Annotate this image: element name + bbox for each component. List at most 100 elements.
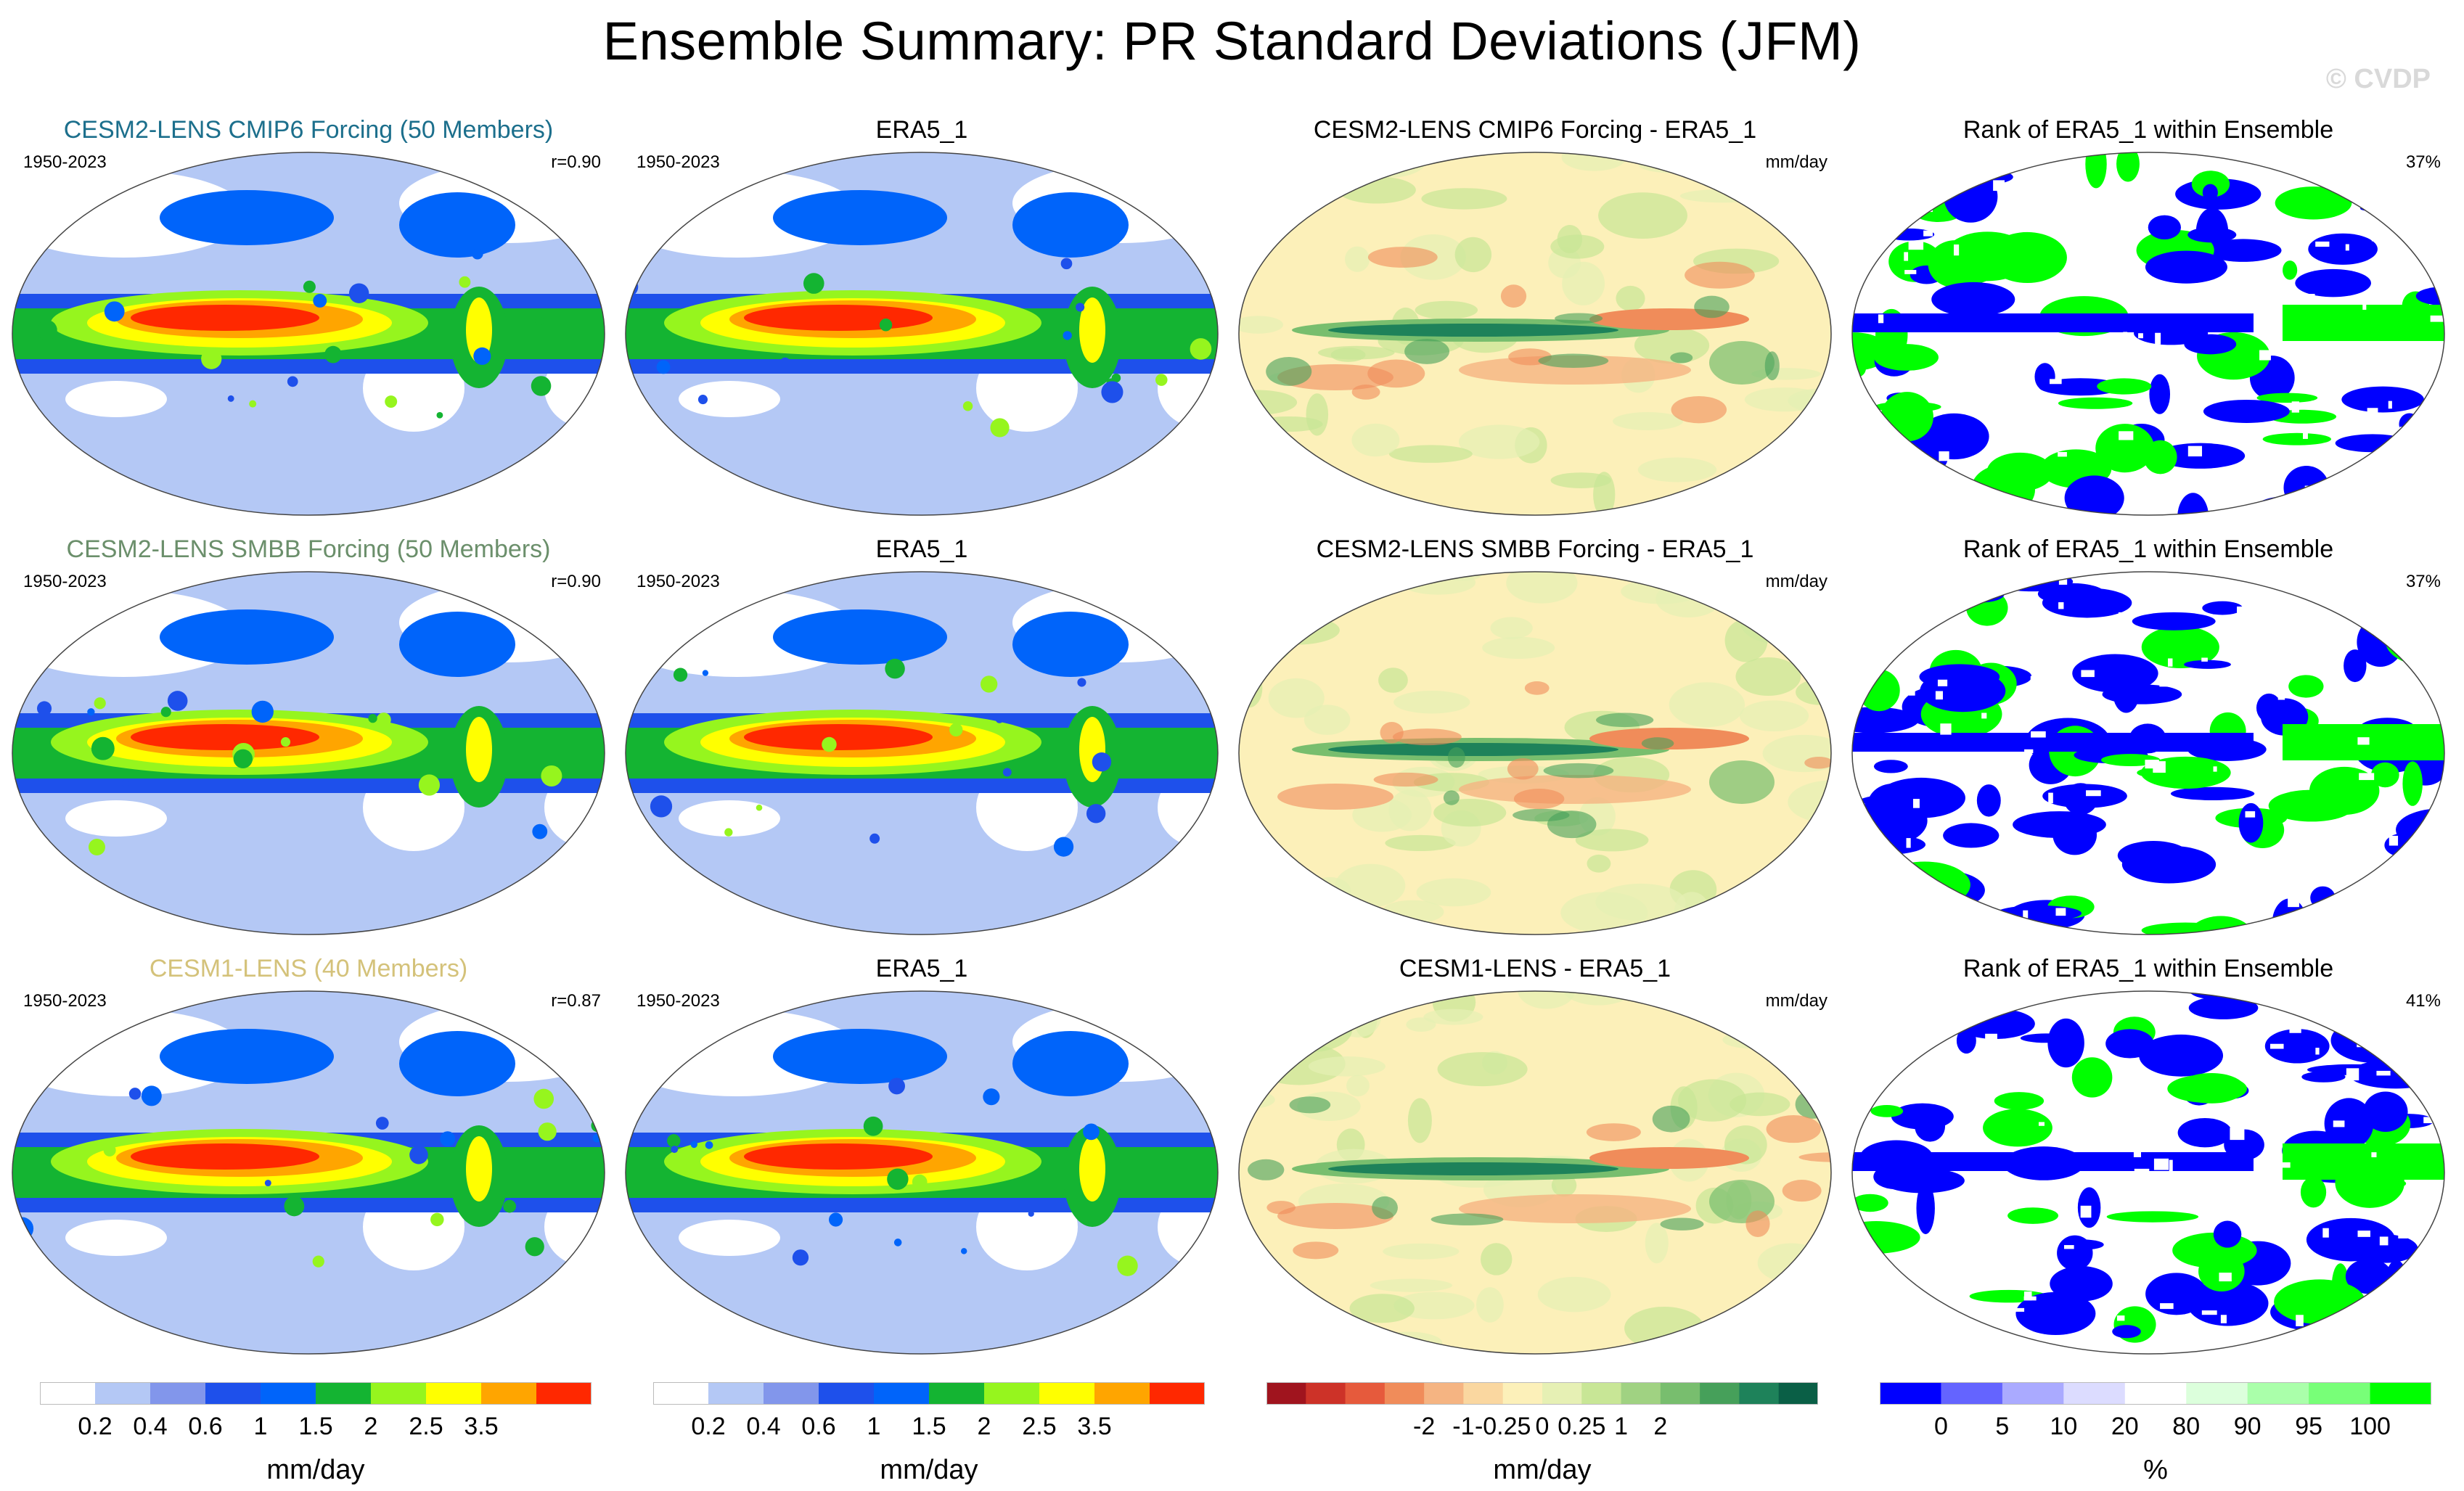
panel-row1-obs: ERA5_1 1950-2023 [621,116,1223,522]
panel-row1-diff: CESM2-LENS CMIP6 Forcing - ERA5_1 mm/day [1234,116,1836,522]
panel-period: 1950-2023 [23,991,107,1011]
colorbar-units: mm/day [880,1455,978,1485]
colorbar-tick-label: 0.4 [133,1413,167,1440]
rank-map [1851,990,2445,1355]
panel-correlation: r=0.87 [551,991,601,1011]
panel-row2-diff: CESM2-LENS SMBB Forcing - ERA5_1 mm/day [1234,535,1836,942]
map-field [1239,572,1831,935]
panel-row1-rank: Rank of ERA5_1 within Ensemble 37% [1847,116,2449,522]
colorbar-tick-label: 2 [1653,1413,1667,1440]
colorbar-tick-label: 0 [1536,1413,1550,1440]
colorbar-swatch [1739,1382,1780,1404]
colorbar-swatch [40,1382,96,1404]
colorbar-tick-label: 3.5 [1077,1413,1111,1440]
map-field [1852,152,2444,515]
colorbar-swatch [1621,1382,1661,1404]
colorbar-swatch [1778,1382,1818,1404]
panel-row2-rank: Rank of ERA5_1 within Ensemble 37% [1847,535,2449,942]
colorbar-tick-label: 2 [364,1413,378,1440]
panel-period: 1950-2023 [23,152,107,172]
colorbar-swatch [1502,1382,1543,1404]
colorbar-swatch [2247,1382,2309,1404]
panel-correlation: r=0.90 [551,572,601,591]
colorbar-swatch [1424,1382,1464,1404]
colorbar-swatch [1700,1382,1740,1404]
panel-title: CESM2-LENS SMBB Forcing - ERA5_1 [1316,535,1754,563]
map-field [12,991,605,1354]
colorbar-swatch [708,1382,764,1404]
panel-period: 1950-2023 [637,152,720,172]
model-pr-std-map [12,990,605,1355]
colorbar-obs-std: 0.2 0.4 0.6 1 1.5 2 2.5 3.5 mm/day [653,1382,1205,1487]
colorbar-swatch [2309,1382,2371,1404]
difference-map [1238,571,1832,935]
map-field [626,572,1218,935]
colorbar-swatch [316,1382,372,1404]
colorbar-tick-label: -0.25 [1475,1413,1531,1440]
colorbar-swatch [929,1382,985,1404]
colorbar-swatch [2063,1382,2126,1404]
panel-period: 1950-2023 [23,572,107,591]
panel-title: CESM2-LENS CMIP6 Forcing (50 Members) [63,116,554,144]
map-field [12,572,605,935]
colorbar-swatch [2002,1382,2064,1404]
panel-row2-model: CESM2-LENS SMBB Forcing (50 Members) 195… [7,535,610,942]
map-field [1239,991,1831,1354]
colorbar-tick-label: -1 [1452,1413,1474,1440]
colorbar-tick-label: 1 [1614,1413,1628,1440]
colorbar-swatch [819,1382,875,1404]
map-field [1239,152,1831,515]
panel-row1-model: CESM2-LENS CMIP6 Forcing (50 Members) 19… [7,116,610,522]
colorbar-tick-label: 0.25 [1558,1413,1605,1440]
colorbar-tick-label: 95 [2295,1413,2322,1440]
colorbar-swatch [1463,1382,1504,1404]
colorbar-swatch [1345,1382,1386,1404]
colorbar-tick-label: 0.2 [78,1413,112,1440]
panel-title: ERA5_1 [875,116,968,144]
colorbar-swatch [2124,1382,2187,1404]
colorbar-tick-label: 2.5 [409,1413,443,1440]
colorbar-swatch [1306,1382,1346,1404]
panel-rank-percent: 37% [2405,152,2441,172]
colorbar-tick-label: 3.5 [464,1413,498,1440]
colorbar-swatches: 0.2 0.4 0.6 1 1.5 2 2.5 3.5 [40,1382,592,1440]
colorbar-swatch [1660,1382,1700,1404]
panel-title: Rank of ERA5_1 within Ensemble [1962,955,2334,982]
colorbar-tick-label: 1 [254,1413,268,1440]
obs-pr-std-map [625,990,1219,1355]
colorbar-swatch [653,1382,709,1404]
colorbar-tick-label: 0.2 [691,1413,725,1440]
panel-rank-percent: 41% [2405,991,2441,1011]
colorbar-swatches: -2 -1 -0.25 0 0.25 1 2 [1266,1382,1818,1440]
panel-title: CESM2-LENS SMBB Forcing (50 Members) [66,535,551,563]
panel-units: mm/day [1765,152,1827,172]
colorbar-swatch [150,1382,206,1404]
panel-title: CESM2-LENS CMIP6 Forcing - ERA5_1 [1313,116,1757,144]
colorbar-tick-label: 2.5 [1022,1413,1056,1440]
rank-map [1851,571,2445,935]
colorbar-difference: -2 -1 -0.25 0 0.25 1 2 mm/day [1266,1382,1818,1487]
colorbar-swatch [426,1382,482,1404]
colorbar-units: mm/day [1493,1455,1592,1485]
colorbar-swatch [1880,1382,1941,1404]
rank-map [1851,152,2445,516]
colorbar-tick-label: 0.4 [746,1413,780,1440]
difference-map [1238,152,1832,516]
colorbar-tick-label: 90 [2234,1413,2262,1440]
colorbar-rank: 0 5 10 20 80 90 95 100 % [1880,1382,2431,1487]
colorbar-swatch [1542,1382,1582,1404]
colorbar-swatch [1150,1382,1205,1404]
colorbar-tick-label: 0.6 [188,1413,222,1440]
colorbar-tick-label: 2 [978,1413,991,1440]
panel-row2-obs: ERA5_1 1950-2023 [621,535,1223,942]
colorbar-tick-label: 100 [2349,1413,2391,1440]
colorbar-swatch [764,1382,819,1404]
panel-title: Rank of ERA5_1 within Ensemble [1962,535,2334,563]
panel-row3-diff: CESM1-LENS - ERA5_1 mm/day [1234,955,1836,1361]
panel-title: ERA5_1 [875,955,968,982]
panel-rank-percent: 37% [2405,572,2441,591]
colorbar-units: % [2143,1455,2168,1485]
panel-row3-model: CESM1-LENS (40 Members) 1950-2023 r=0.87 [7,955,610,1361]
colorbar-swatch [481,1382,537,1404]
colorbar-swatch [984,1382,1040,1404]
